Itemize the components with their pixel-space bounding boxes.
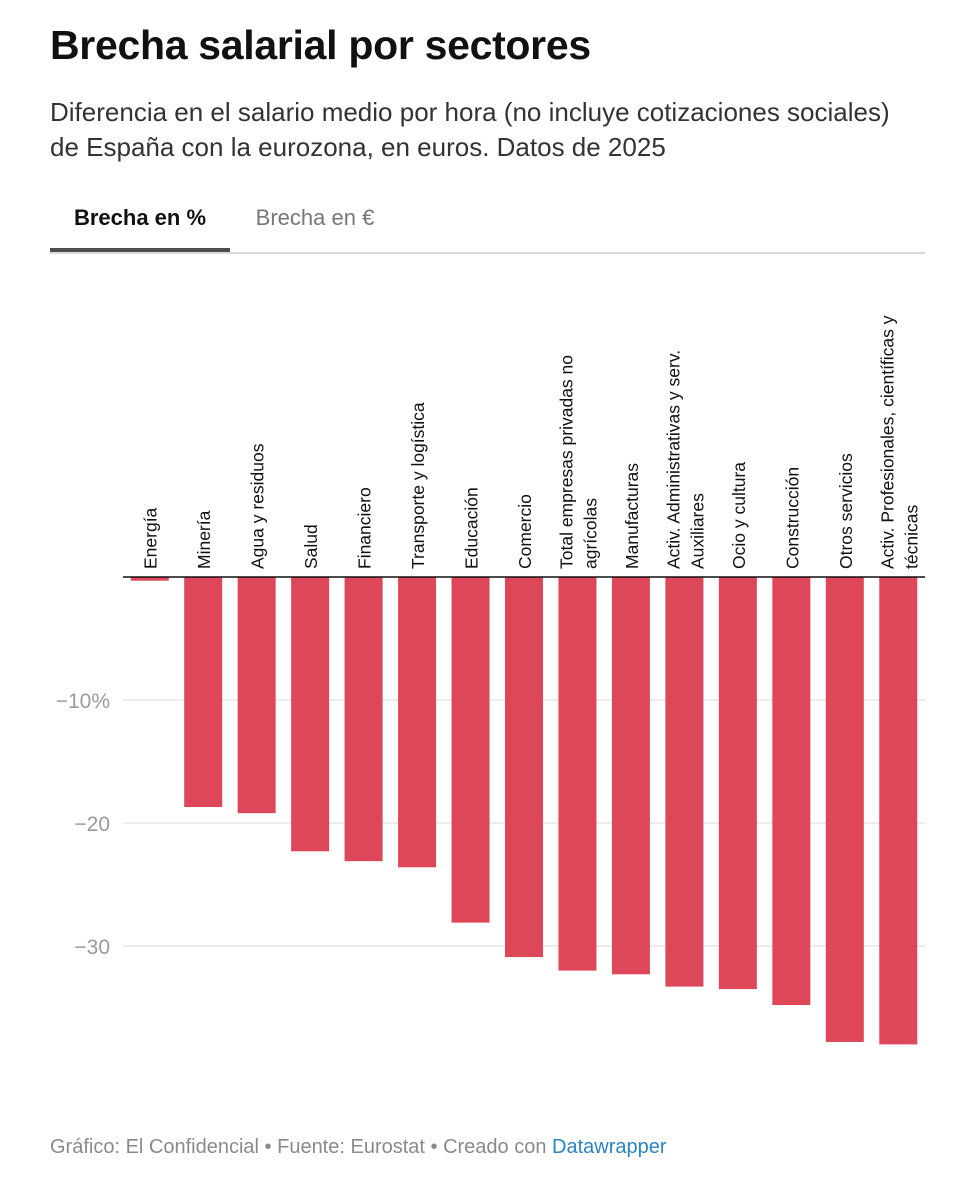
bar [718,577,757,990]
category-label: Transporte y logística [408,402,428,569]
category-label-line: Activ. Profesionales, científicas y [877,315,897,569]
y-tick-label: −30 [74,936,110,959]
category-label-line: Manufacturas [622,463,642,569]
bar-chart: −10% −20 −30 Energía Minería Agua y residuos S… [56,315,925,1045]
category-label: Ocio y cultura [729,462,749,569]
footer-credits: Gráfico: El Confidencial • Fuente: Euros… [50,1136,553,1158]
category-label-line: Educación [462,487,482,569]
chart-title: Brecha salarial por sectores [50,22,591,68]
tab-brecha-porcentaje[interactable]: Brecha en % [50,190,230,252]
category-label: Salud [301,524,321,569]
chart-subtitle: Diferencia en el salario medio por hora … [50,97,890,162]
y-tick-label: −10% [56,690,110,713]
category-label: Total empresas privadas no agrícolas [556,355,600,569]
bar [772,577,811,1006]
category-label: Activ. Administrativas y serv. Auxiliares [663,350,707,569]
tab-bar: Brecha en % Brecha en € [50,190,925,254]
category-label-line: Minería [194,510,214,569]
category-label-line: Auxiliares [687,493,707,569]
category-label-line: Financiero [355,487,375,569]
category-label: Manufacturas [622,463,642,569]
bar [665,577,704,987]
category-label-line: Ocio y cultura [729,462,749,569]
tab-brecha-euros[interactable]: Brecha en € [255,205,375,230]
category-label-line: Comercio [515,494,535,569]
bar [558,577,597,971]
category-label-line: Agua y residuos [248,443,268,569]
bar [879,577,918,1045]
bar [825,577,864,1042]
bar [291,577,330,852]
category-label: Agua y residuos [248,443,268,569]
category-label-line: agrícolas [580,498,600,569]
category-label: Financiero [355,487,375,569]
category-label-line: técnicas [901,505,921,569]
bar [344,577,383,862]
bar [130,577,169,581]
category-label-line: Total empresas privadas no [556,355,576,569]
bar [184,577,223,808]
category-label: Educación [462,487,482,569]
category-label: Comercio [515,494,535,569]
datawrapper-link[interactable]: Datawrapper [552,1136,667,1158]
category-label-line: Construcción [782,467,802,569]
category-label-line: Salud [301,524,321,569]
category-label: Minería [194,510,214,569]
bar [611,577,650,975]
category-label-line: Transporte y logística [408,402,428,569]
category-label-line: Energía [141,507,161,569]
category-label: Construcción [782,467,802,569]
bar [237,577,276,814]
chart-footer: Gráfico: El Confidencial • Fuente: Euros… [50,1136,667,1159]
category-label: Otros servicios [836,453,856,569]
category-label-line: Otros servicios [836,453,856,569]
bar [505,577,543,958]
category-label: Energía [141,507,161,569]
bar [398,577,437,868]
y-tick-label: −20 [74,813,110,836]
bar [451,577,490,923]
category-label: Activ. Profesionales, científicas y técni… [877,315,921,569]
category-label-line: Activ. Administrativas y serv. [663,350,683,569]
